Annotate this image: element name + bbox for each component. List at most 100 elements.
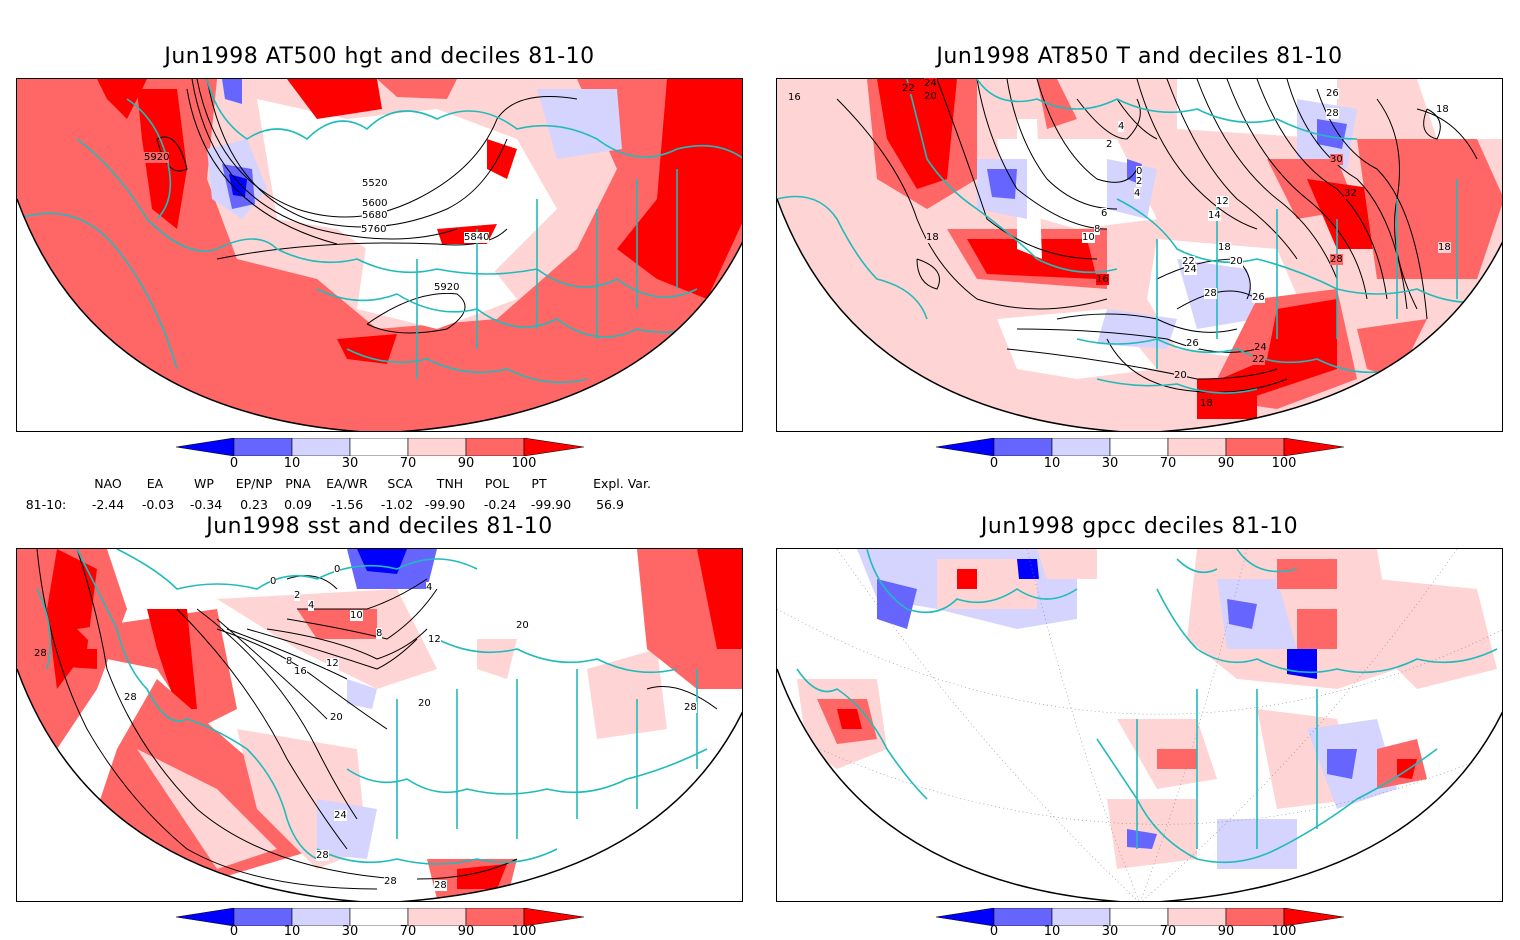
contour-label: 4 bbox=[1134, 188, 1141, 199]
contour-label: 16 bbox=[294, 666, 307, 677]
contour-label: 2 bbox=[1106, 139, 1113, 150]
tc-value: -99.90 bbox=[424, 497, 466, 512]
colorbar-label: 70 bbox=[399, 924, 417, 939]
colorbar-label: 10 bbox=[1043, 456, 1061, 471]
contour-label: 14 bbox=[1208, 210, 1221, 221]
tc-value: -0.24 bbox=[483, 497, 517, 512]
contour-label: 18 bbox=[926, 232, 939, 243]
colorbar-t850: 0 10 30 70 90 100 bbox=[935, 437, 1345, 474]
contour-label: 18 bbox=[1200, 398, 1213, 409]
map-sst bbox=[17, 549, 742, 901]
colorbar-label: 90 bbox=[457, 456, 475, 471]
contour-label: 5920 bbox=[434, 282, 460, 293]
contour-label: 28 bbox=[34, 648, 47, 659]
colorbar-label: 70 bbox=[1159, 456, 1177, 471]
map-panel-sst bbox=[16, 548, 743, 902]
colorbar-label: 30 bbox=[341, 456, 359, 471]
contour-label: 20 bbox=[516, 620, 529, 631]
colorbar-label: 0 bbox=[989, 456, 999, 471]
colorbar-label: 90 bbox=[457, 924, 475, 939]
map-panel-gpcc bbox=[776, 548, 1503, 902]
colorbar-gpcc: 0 10 30 70 90 100 bbox=[935, 907, 1345, 940]
contour-label: 4 bbox=[1118, 121, 1125, 132]
contour-labels-t850: 16 22 20 24 4 2 0 2 4 6 8 10 12 14 16 18… bbox=[776, 78, 1503, 432]
contour-label: 18 bbox=[1218, 242, 1231, 253]
contour-label: 5840 bbox=[464, 232, 490, 243]
colorbar-label: 90 bbox=[1217, 924, 1235, 939]
contour-label: 5920 bbox=[144, 152, 170, 163]
contour-label: 4 bbox=[426, 582, 433, 593]
contour-label: 10 bbox=[350, 610, 363, 621]
colorbar-label: 30 bbox=[341, 924, 359, 939]
contour-label: 12 bbox=[326, 658, 339, 669]
contour-label: 0 bbox=[270, 576, 277, 587]
colorbar-label: 10 bbox=[283, 924, 301, 939]
contour-label: 16 bbox=[788, 92, 801, 103]
contour-label: 28 bbox=[684, 702, 697, 713]
colorbar-label: 0 bbox=[229, 924, 239, 939]
panel-title-t850: Jun1998 AT850 T and deciles 81-10 bbox=[936, 44, 1343, 69]
tc-header: POL bbox=[484, 476, 510, 491]
contour-label: 20 bbox=[418, 698, 431, 709]
colorbar-label: 100 bbox=[511, 456, 537, 471]
tc-value: -99.90 bbox=[530, 497, 572, 512]
contour-label: 28 bbox=[316, 850, 329, 861]
colorbar-label: 10 bbox=[283, 456, 301, 471]
colorbar-swatches bbox=[935, 907, 1345, 927]
contour-label: 5520 bbox=[362, 178, 388, 189]
tc-header: SCA bbox=[387, 476, 413, 491]
colorbar-label: 0 bbox=[989, 924, 999, 939]
contour-label: 24 bbox=[1184, 264, 1197, 275]
contour-label: 28 bbox=[1330, 254, 1343, 265]
colorbar-label: 70 bbox=[399, 456, 417, 471]
panel-title-gpcc: Jun1998 gpcc deciles 81-10 bbox=[980, 514, 1299, 539]
colorbar-label: 10 bbox=[1043, 924, 1061, 939]
contour-label: 32 bbox=[1344, 188, 1357, 199]
contour-label: 18 bbox=[1436, 104, 1449, 115]
tc-value: 0.09 bbox=[284, 497, 312, 512]
contour-label: 10 bbox=[1082, 232, 1095, 243]
tc-header: PNA bbox=[285, 476, 311, 491]
contour-labels-sst: 0 0 2 4 10 8 4 8 12 16 20 20 12 24 28 28… bbox=[16, 548, 743, 902]
map-gpcc bbox=[777, 549, 1502, 901]
contour-label: 2 bbox=[1136, 176, 1143, 187]
colorbar-sst: 0 10 30 70 90 100 bbox=[175, 907, 585, 940]
panel-title-sst: Jun1998 sst and deciles 81-10 bbox=[206, 514, 553, 539]
colorbar-label: 90 bbox=[1217, 456, 1235, 471]
tc-value: 56.9 bbox=[596, 497, 624, 512]
colorbar-label: 100 bbox=[1271, 924, 1297, 939]
contour-label: 8 bbox=[286, 656, 293, 667]
contour-label: 28 bbox=[124, 692, 137, 703]
contour-label: 2 bbox=[294, 590, 301, 601]
panel-title-hgt500: Jun1998 AT500 hgt and deciles 81-10 bbox=[164, 44, 595, 69]
contour-label: 6 bbox=[1101, 208, 1108, 219]
contour-label: 28 bbox=[1326, 108, 1339, 119]
colorbar-label: 100 bbox=[511, 924, 537, 939]
tc-value: 0.23 bbox=[240, 497, 268, 512]
contour-label: 26 bbox=[1186, 338, 1199, 349]
colorbar-hgt500: 0 10 30 70 90 100 bbox=[175, 437, 585, 474]
teleconnection-table: NAO EA WP EP/NP PNA EA/WR SCA TNH POL PT… bbox=[0, 476, 760, 512]
contour-label: 20 bbox=[330, 712, 343, 723]
tc-value: -2.44 bbox=[91, 497, 125, 512]
contour-label: 0 bbox=[334, 564, 341, 575]
tc-value: -1.02 bbox=[380, 497, 414, 512]
tc-row-label: 81-10: bbox=[25, 497, 67, 512]
contour-label: 26 bbox=[1252, 292, 1265, 303]
contour-label: 20 bbox=[924, 91, 937, 102]
colorbar-label: 0 bbox=[229, 456, 239, 471]
contour-label: 8 bbox=[1094, 224, 1101, 235]
map-t850 bbox=[777, 79, 1502, 431]
contour-label: 8 bbox=[376, 628, 383, 639]
tc-value: -0.03 bbox=[141, 497, 175, 512]
contour-label: 20 bbox=[1174, 370, 1187, 381]
contour-label: 5760 bbox=[361, 224, 387, 235]
colorbar-swatches bbox=[175, 907, 585, 927]
contour-label: 4 bbox=[308, 600, 315, 611]
tc-value: -1.56 bbox=[330, 497, 364, 512]
tc-header: WP bbox=[194, 476, 214, 491]
tc-header: EP/NP bbox=[235, 476, 273, 491]
contour-label: 24 bbox=[924, 78, 937, 89]
contour-label: 20 bbox=[1230, 256, 1243, 267]
tc-header: TNH bbox=[436, 476, 464, 491]
